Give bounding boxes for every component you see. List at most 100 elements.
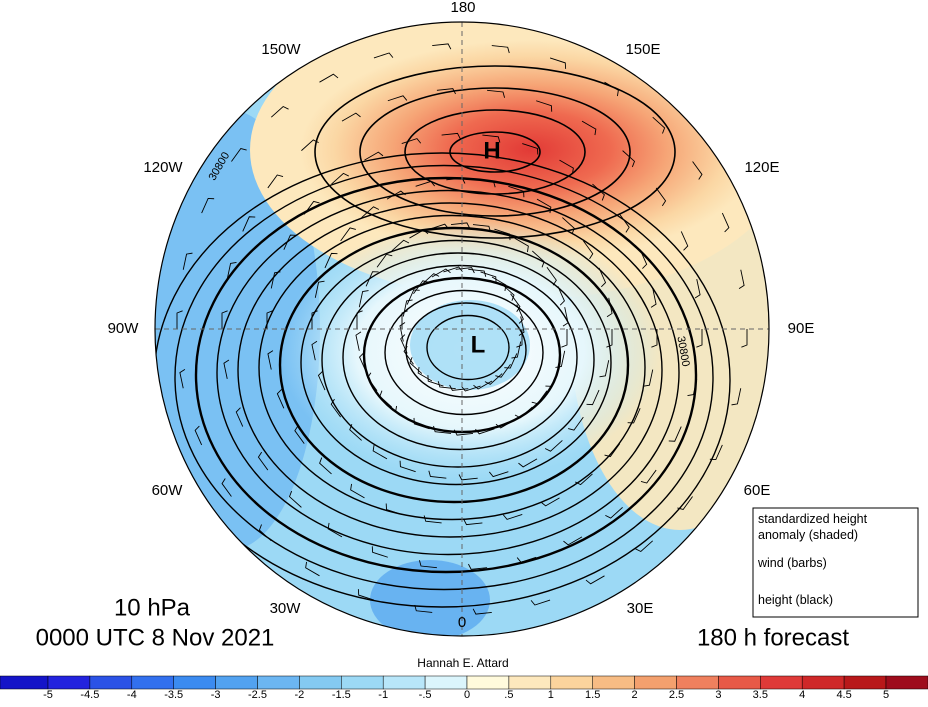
wind-barb (355, 331, 362, 351)
wind-barb (598, 267, 607, 288)
wind-barb (605, 507, 623, 519)
wind-barb (475, 428, 495, 435)
wind-barb (327, 522, 343, 538)
wind-barb (696, 329, 703, 348)
wind-barb (501, 284, 515, 301)
contour-label: 30800 (674, 335, 691, 367)
wind-barb (575, 473, 593, 486)
colorbar-segment (131, 675, 174, 690)
wind-barb (194, 425, 203, 446)
wind-barb (680, 231, 689, 251)
wind-barb (468, 268, 487, 277)
wind-barb (545, 371, 559, 387)
wind-barb (568, 416, 584, 431)
colorbar-label: 3.5 (753, 689, 768, 701)
longitude-label: 90E (788, 320, 815, 337)
wind-barb (409, 357, 423, 374)
legend-text: anomaly (shaded) (758, 528, 858, 542)
wind-barb (414, 604, 433, 613)
longitude-label: 60E (744, 482, 771, 499)
wind-barb (643, 369, 654, 387)
wind-barb (463, 519, 483, 526)
wind-barb (536, 100, 553, 112)
contour (174, 164, 714, 591)
wind-barb (738, 269, 745, 290)
author: Hannah E. Attard (417, 656, 508, 670)
wind-barb (406, 289, 420, 305)
colorbar-segment (47, 675, 91, 690)
wind-barb (423, 515, 442, 524)
wind-barb (427, 375, 444, 387)
wind-barb (437, 381, 456, 390)
wind-barb (443, 266, 463, 273)
wind-barb (276, 389, 285, 409)
wind-barb (741, 329, 748, 348)
wind-barb (226, 262, 237, 280)
contour (237, 202, 663, 538)
colorbar-label: -3.5 (164, 689, 183, 701)
wind-barb (472, 224, 491, 233)
wind-barb (619, 214, 630, 233)
wind-barb (387, 95, 408, 102)
wind-barb (432, 43, 452, 50)
wind-barb (288, 490, 302, 508)
wind-barb (231, 148, 247, 162)
colorbar-label: 4 (799, 689, 805, 701)
wind-barb (350, 483, 365, 499)
wind-barb (283, 234, 297, 250)
wind-barb (391, 239, 410, 252)
wind-barb (530, 599, 551, 606)
colorbar-segment (382, 675, 426, 690)
wind-barb (511, 341, 522, 359)
wind-barb (242, 216, 256, 232)
wind-barb (516, 304, 524, 324)
wind-barb (358, 290, 369, 308)
colorbar-label: 1 (548, 689, 554, 701)
wind-barb (514, 406, 533, 419)
wind-barb (357, 589, 375, 601)
wind-barb (429, 223, 449, 230)
legend-text: standardized height (758, 512, 868, 526)
wind-barb (562, 217, 575, 235)
colorbar-segment (634, 675, 677, 690)
wind-barb (428, 470, 447, 479)
colorbar-segment (89, 675, 133, 690)
colorbar-label: 3 (715, 689, 721, 701)
wind-barb (365, 271, 379, 287)
wind-barb (455, 267, 475, 274)
wind-barb (522, 143, 539, 155)
wind-barb (692, 161, 703, 180)
wind-barb (453, 429, 474, 436)
colorbar-label: -5 (43, 689, 53, 701)
wind-barb (376, 253, 393, 268)
colorbar-segment (257, 675, 300, 690)
wind-barb (417, 366, 433, 382)
wind-barb (372, 444, 388, 460)
legend-box (752, 507, 919, 618)
wind-barb (531, 390, 548, 405)
legend-text: wind (barbs) (757, 556, 827, 570)
colorbar-segment (676, 675, 719, 690)
wind-barb (585, 575, 605, 585)
wind-barb (491, 45, 510, 54)
wind-barb (518, 458, 538, 468)
wind-barb (606, 329, 613, 348)
wind-barb (518, 316, 525, 336)
wind-barb (480, 271, 497, 283)
wind-barb (504, 353, 518, 369)
wind-barb (635, 540, 654, 553)
wind-barb (491, 276, 507, 292)
wind-barb (592, 183, 605, 201)
wind-barb (677, 496, 693, 510)
wind-barb (266, 310, 273, 329)
wind-barb (487, 89, 506, 98)
wind-barb (655, 187, 667, 207)
wind-barb (546, 267, 557, 286)
level-label: 10 hPa (114, 594, 191, 621)
colorbar-label: -.5 (419, 689, 432, 701)
colorbar-segment (843, 675, 887, 690)
wind-barb (319, 73, 339, 83)
wind-barb (468, 563, 488, 570)
